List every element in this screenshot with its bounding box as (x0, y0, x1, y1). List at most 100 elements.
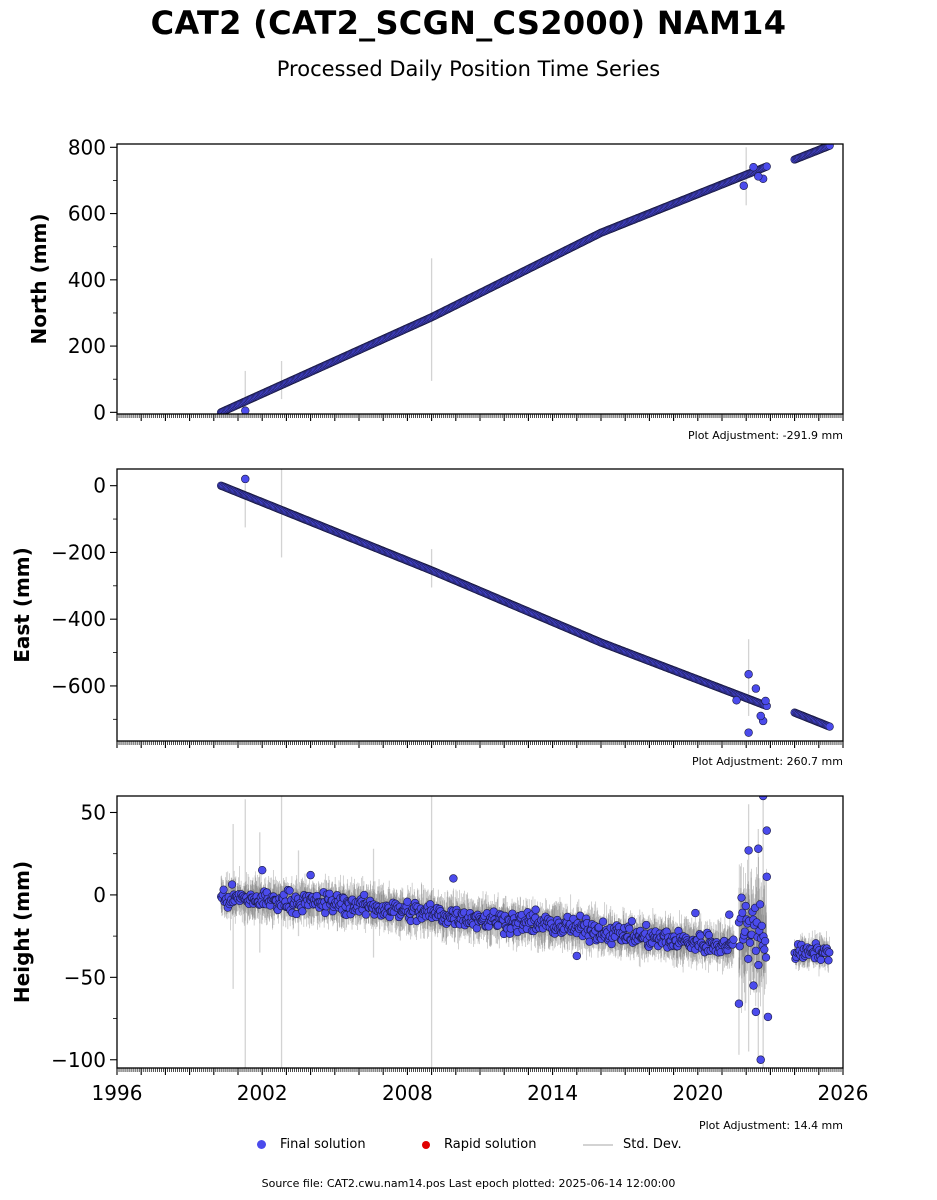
north-y-tick-label: 400 (68, 268, 106, 292)
height-plot-area (216, 796, 834, 1068)
height-final-point (751, 1007, 761, 1017)
height-final-point (760, 945, 769, 954)
east-y-axis-label: East (mm) (10, 547, 34, 663)
height-y-axis-label: Height (mm) (10, 861, 34, 1003)
legend-final-label: Final solution (280, 1137, 366, 1152)
height-final-point (744, 954, 753, 963)
height-final-point (691, 908, 700, 918)
east-final-point (825, 722, 834, 731)
legend-rapid: Rapid solution (422, 1137, 536, 1152)
east-final-point (744, 670, 753, 679)
x-tick-label: 2002 (237, 1081, 288, 1105)
east-final-point (751, 684, 761, 693)
east-y-tick-label: 0 (93, 474, 106, 498)
north-plot-adjustment: Plot Adjustment: -291.9 mm (688, 429, 843, 442)
height-final-point (754, 844, 763, 853)
height-final-point (734, 999, 744, 1008)
height-final-point (763, 1012, 773, 1022)
final-solution-marker-icon (257, 1140, 266, 1149)
height-final-point (745, 938, 755, 947)
north-final-point (762, 162, 771, 171)
height-final-point (741, 901, 750, 911)
height-final-point (758, 796, 768, 801)
height-final-point (737, 893, 746, 902)
height-final-point (449, 874, 458, 883)
height-final-point (306, 870, 315, 880)
height-final-point (762, 872, 771, 881)
height-final-point (642, 920, 651, 930)
height-final-point (756, 1055, 765, 1064)
height-y-tick-label: −100 (51, 1048, 106, 1072)
height-final-point (361, 910, 370, 919)
rapid-solution-marker-icon (422, 1140, 430, 1149)
height-final-point (531, 905, 540, 914)
height-final-point (298, 907, 307, 916)
height-final-point (825, 948, 834, 957)
height-final-point (725, 910, 734, 919)
std-dev-line-icon (583, 1143, 613, 1146)
height-final-point (761, 953, 771, 962)
chart-title: CAT2 (CAT2_SCGN_CS2000) NAM14 (150, 4, 787, 42)
north-final-point (754, 172, 763, 181)
east-panel: 0 −200 −400 −600 East (mm) (10, 468, 844, 748)
chart-subtitle: Processed Daily Position Time Series (276, 57, 661, 81)
height-final-point (627, 917, 636, 926)
height-panel: 50 0 −50 −100 Height (mm) 1996 2002 2008 2014 202… (10, 795, 869, 1105)
height-final-point (285, 886, 294, 895)
east-final-point (241, 474, 250, 484)
height-final-point (585, 937, 594, 946)
north-final-point (739, 181, 748, 190)
height-final-point (594, 923, 603, 932)
height-plot-adjustment: Plot Adjustment: 14.4 mm (698, 1119, 843, 1132)
height-y-tick-label: −50 (64, 965, 106, 989)
north-panel: 0 200 400 600 800 North (mm) (27, 135, 844, 424)
legend-stddev-label: Std. Dev. (623, 1137, 682, 1152)
north-axes-frame (116, 143, 844, 415)
east-final-point (756, 711, 765, 721)
east-final-point (744, 728, 753, 737)
east-final-point (732, 696, 741, 705)
east-y-tick-label: −200 (51, 540, 106, 564)
north-y-tick-label: 600 (68, 202, 106, 226)
height-final-point (756, 900, 765, 909)
x-tick-label: 2014 (527, 1081, 578, 1105)
height-y-tick-label: 0 (93, 883, 106, 907)
east-plot-area (216, 469, 834, 737)
height-final-point (757, 921, 766, 931)
north-y-tick-label: 0 (93, 400, 106, 424)
height-final-point (729, 935, 738, 944)
east-y-tick-label: −600 (51, 674, 106, 698)
height-final-point (749, 981, 758, 990)
height-final-point (258, 865, 267, 875)
east-plot-adjustment: Plot Adjustment: 260.7 mm (691, 755, 843, 768)
north-plot-area (216, 144, 834, 414)
source-footer: Source file: CAT2.cwu.nam14.pos Last epo… (261, 1177, 676, 1190)
legend-final: Final solution (257, 1137, 366, 1152)
height-final-point (735, 942, 744, 951)
height-final-point (472, 924, 481, 933)
height-final-point (761, 936, 770, 946)
height-final-point (598, 917, 608, 926)
east-y-tick-label: −400 (51, 607, 106, 631)
north-final-point (825, 144, 834, 150)
height-final-point (738, 908, 747, 917)
north-final-point (241, 406, 250, 414)
height-final-point (751, 946, 760, 955)
legend-stddev: Std. Dev. (583, 1137, 682, 1152)
height-final-point (227, 880, 237, 889)
height-final-point (696, 931, 705, 940)
x-tick-label: 1996 (92, 1081, 143, 1105)
height-final-point (754, 960, 763, 970)
north-y-axis-label: North (mm) (27, 213, 51, 344)
height-final-point (572, 951, 581, 961)
x-tick-label: 2026 (818, 1081, 869, 1105)
height-final-point (403, 897, 412, 906)
north-final-point (749, 162, 758, 172)
height-final-point (762, 826, 771, 835)
north-y-tick-label: 800 (68, 135, 106, 159)
x-tick-label: 2008 (382, 1081, 433, 1105)
legend-rapid-label: Rapid solution (444, 1137, 537, 1152)
height-final-point (824, 956, 833, 965)
height-y-tick-label: 50 (81, 800, 106, 824)
